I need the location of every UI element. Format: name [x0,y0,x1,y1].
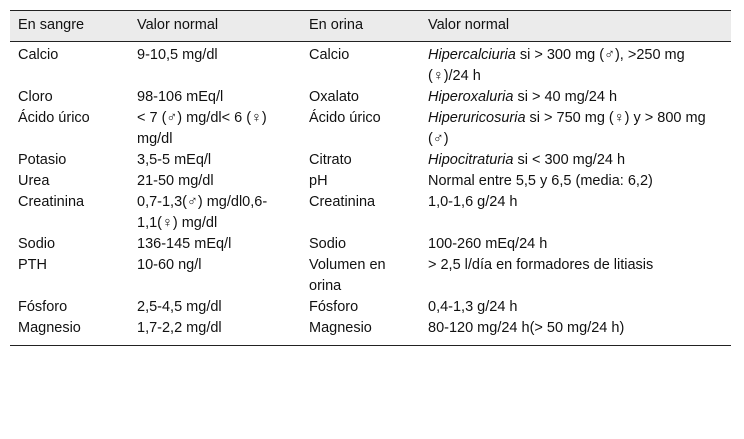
blood-param-cell: Urea [18,173,50,189]
urine-param-cell: Fósforo [309,299,359,315]
urine-value-cell: Hiperoxaluria si > 40 mg/24 h [420,87,731,108]
blood-param-cell: Creatinina [18,194,85,210]
table-header: En sangre Valor normal En orina Valor no… [10,10,731,42]
blood-value-cell: 3,5-5 mEq/l [137,152,212,168]
blood-value-cell: 9-10,5 mg/dl [137,47,218,63]
blood-param-cell: Magnesio [18,320,81,336]
blood-value-cell: 21-50 mg/dl [137,173,214,189]
urine-param-cell: Citrato [309,152,352,168]
urine-value-text: si > 750 mg (♀) y > 800 mg (♂) [428,110,710,147]
urine-value-text: 1,0-1,6 g/24 h [428,194,518,210]
header-urine: En orina [309,17,364,33]
urine-value-text: si > 40 mg/24 h [513,89,618,105]
urine-value-cell: > 2,5 l/día en formadores de litiasis [420,255,731,297]
blood-value-cell: 10-60 ng/l [137,257,202,273]
urine-value-text: 80-120 mg/24 h(> 50 mg/24 h) [428,320,625,336]
urine-value-text: si < 300 mg/24 h [513,152,626,168]
blood-value-cell: 136-145 mEq/l [137,236,232,252]
table-row: Calcio 9-10,5 mg/dl Calcio Hipercalciuria s… [10,42,731,88]
urine-param-cell: Volumen en orina [309,257,390,294]
urine-value-text: > 2,5 l/día en formadores de litiasis [428,257,654,273]
urine-value-cell: Hiperuricosuria si > 750 mg (♀) y > 800 … [420,108,731,150]
condition-name: Hipocitraturia [428,152,514,168]
blood-value-cell: < 7 (♂) mg/dl< 6 (♀) mg/dl [137,110,271,147]
urine-param-cell: Oxalato [309,89,359,105]
blood-param-cell: Potasio [18,152,67,168]
urine-param-cell: pH [309,173,328,189]
blood-param-cell: PTH [18,257,47,273]
header-blood: En sangre [18,17,85,33]
header-blood-value: Valor normal [137,17,219,33]
table-row: Ácido úrico < 7 (♂) mg/dl< 6 (♀) mg/dl Áci… [10,108,731,150]
condition-name: Hipercalciuria [428,47,516,63]
urine-value-text: si > 300 mg (♂), >250 mg (♀)/24 h [428,47,689,84]
table-row: PTH 10-60 ng/l Volumen en orina > 2,5 l/día… [10,255,731,297]
table-row: Potasio 3,5-5 mEq/l Citrato Hipocitraturia … [10,150,731,171]
urine-value-cell: Hipocitraturia si < 300 mg/24 h [420,150,731,171]
blood-param-cell: Calcio [18,47,59,63]
blood-param-cell: Cloro [18,89,53,105]
blood-value-cell: 2,5-4,5 mg/dl [137,299,222,315]
reference-values-table-container: En sangre Valor normal En orina Valor no… [10,10,731,346]
blood-param-cell: Fósforo [18,299,68,315]
table-body: Calcio 9-10,5 mg/dl Calcio Hipercalciuria s… [10,42,731,346]
urine-value-text: 0,4-1,3 g/24 h [428,299,518,315]
blood-param-cell: Ácido úrico [18,110,90,126]
urine-param-cell: Magnesio [309,320,372,336]
urine-value-cell: Normal entre 5,5 y 6,5 (media: 6,2) [420,171,731,192]
urine-value-cell: 100-260 mEq/24 h [420,234,731,255]
table-row: Urea 21-50 mg/dl pH Normal entre 5,5 y 6,5 … [10,171,731,192]
urine-param-cell: Calcio [309,47,350,63]
urine-value-cell: 0,4-1,3 g/24 h [420,297,731,318]
condition-name: Hiperoxaluria [428,89,514,105]
urine-value-text: Normal entre 5,5 y 6,5 (media: 6,2) [428,173,653,189]
table-row: Cloro 98-106 mEq/l Oxalato Hiperoxaluria si… [10,87,731,108]
urine-value-text: 100-260 mEq/24 h [428,236,548,252]
table-row: Sodio 136-145 mEq/l Sodio 100-260 mEq/24 h [10,234,731,255]
table-row: Fósforo 2,5-4,5 mg/dl Fósforo 0,4-1,3 g/24 … [10,297,731,318]
blood-value-cell: 98-106 mEq/l [137,89,224,105]
urine-value-cell: 1,0-1,6 g/24 h [420,192,731,234]
blood-value-cell: 1,7-2,2 mg/dl [137,320,222,336]
blood-value-cell: 0,7-1,3(♂) mg/dl0,6-1,1(♀) mg/dl [137,194,268,231]
table-row: Magnesio 1,7-2,2 mg/dl Magnesio 80-120 mg/2… [10,318,731,346]
reference-values-table: En sangre Valor normal En orina Valor no… [10,10,731,346]
header-row: En sangre Valor normal En orina Valor no… [10,10,731,42]
urine-param-cell: Ácido úrico [309,110,381,126]
condition-name: Hiperuricosuria [428,110,526,126]
urine-value-cell: Hipercalciuria si > 300 mg (♂), >250 mg … [420,42,731,88]
urine-param-cell: Creatinina [309,194,376,210]
urine-value-cell: 80-120 mg/24 h(> 50 mg/24 h) [420,318,731,346]
table-row: Creatinina 0,7-1,3(♂) mg/dl0,6-1,1(♀) mg/… [10,192,731,234]
header-urine-value: Valor normal [428,17,510,33]
urine-param-cell: Sodio [309,236,347,252]
blood-param-cell: Sodio [18,236,56,252]
